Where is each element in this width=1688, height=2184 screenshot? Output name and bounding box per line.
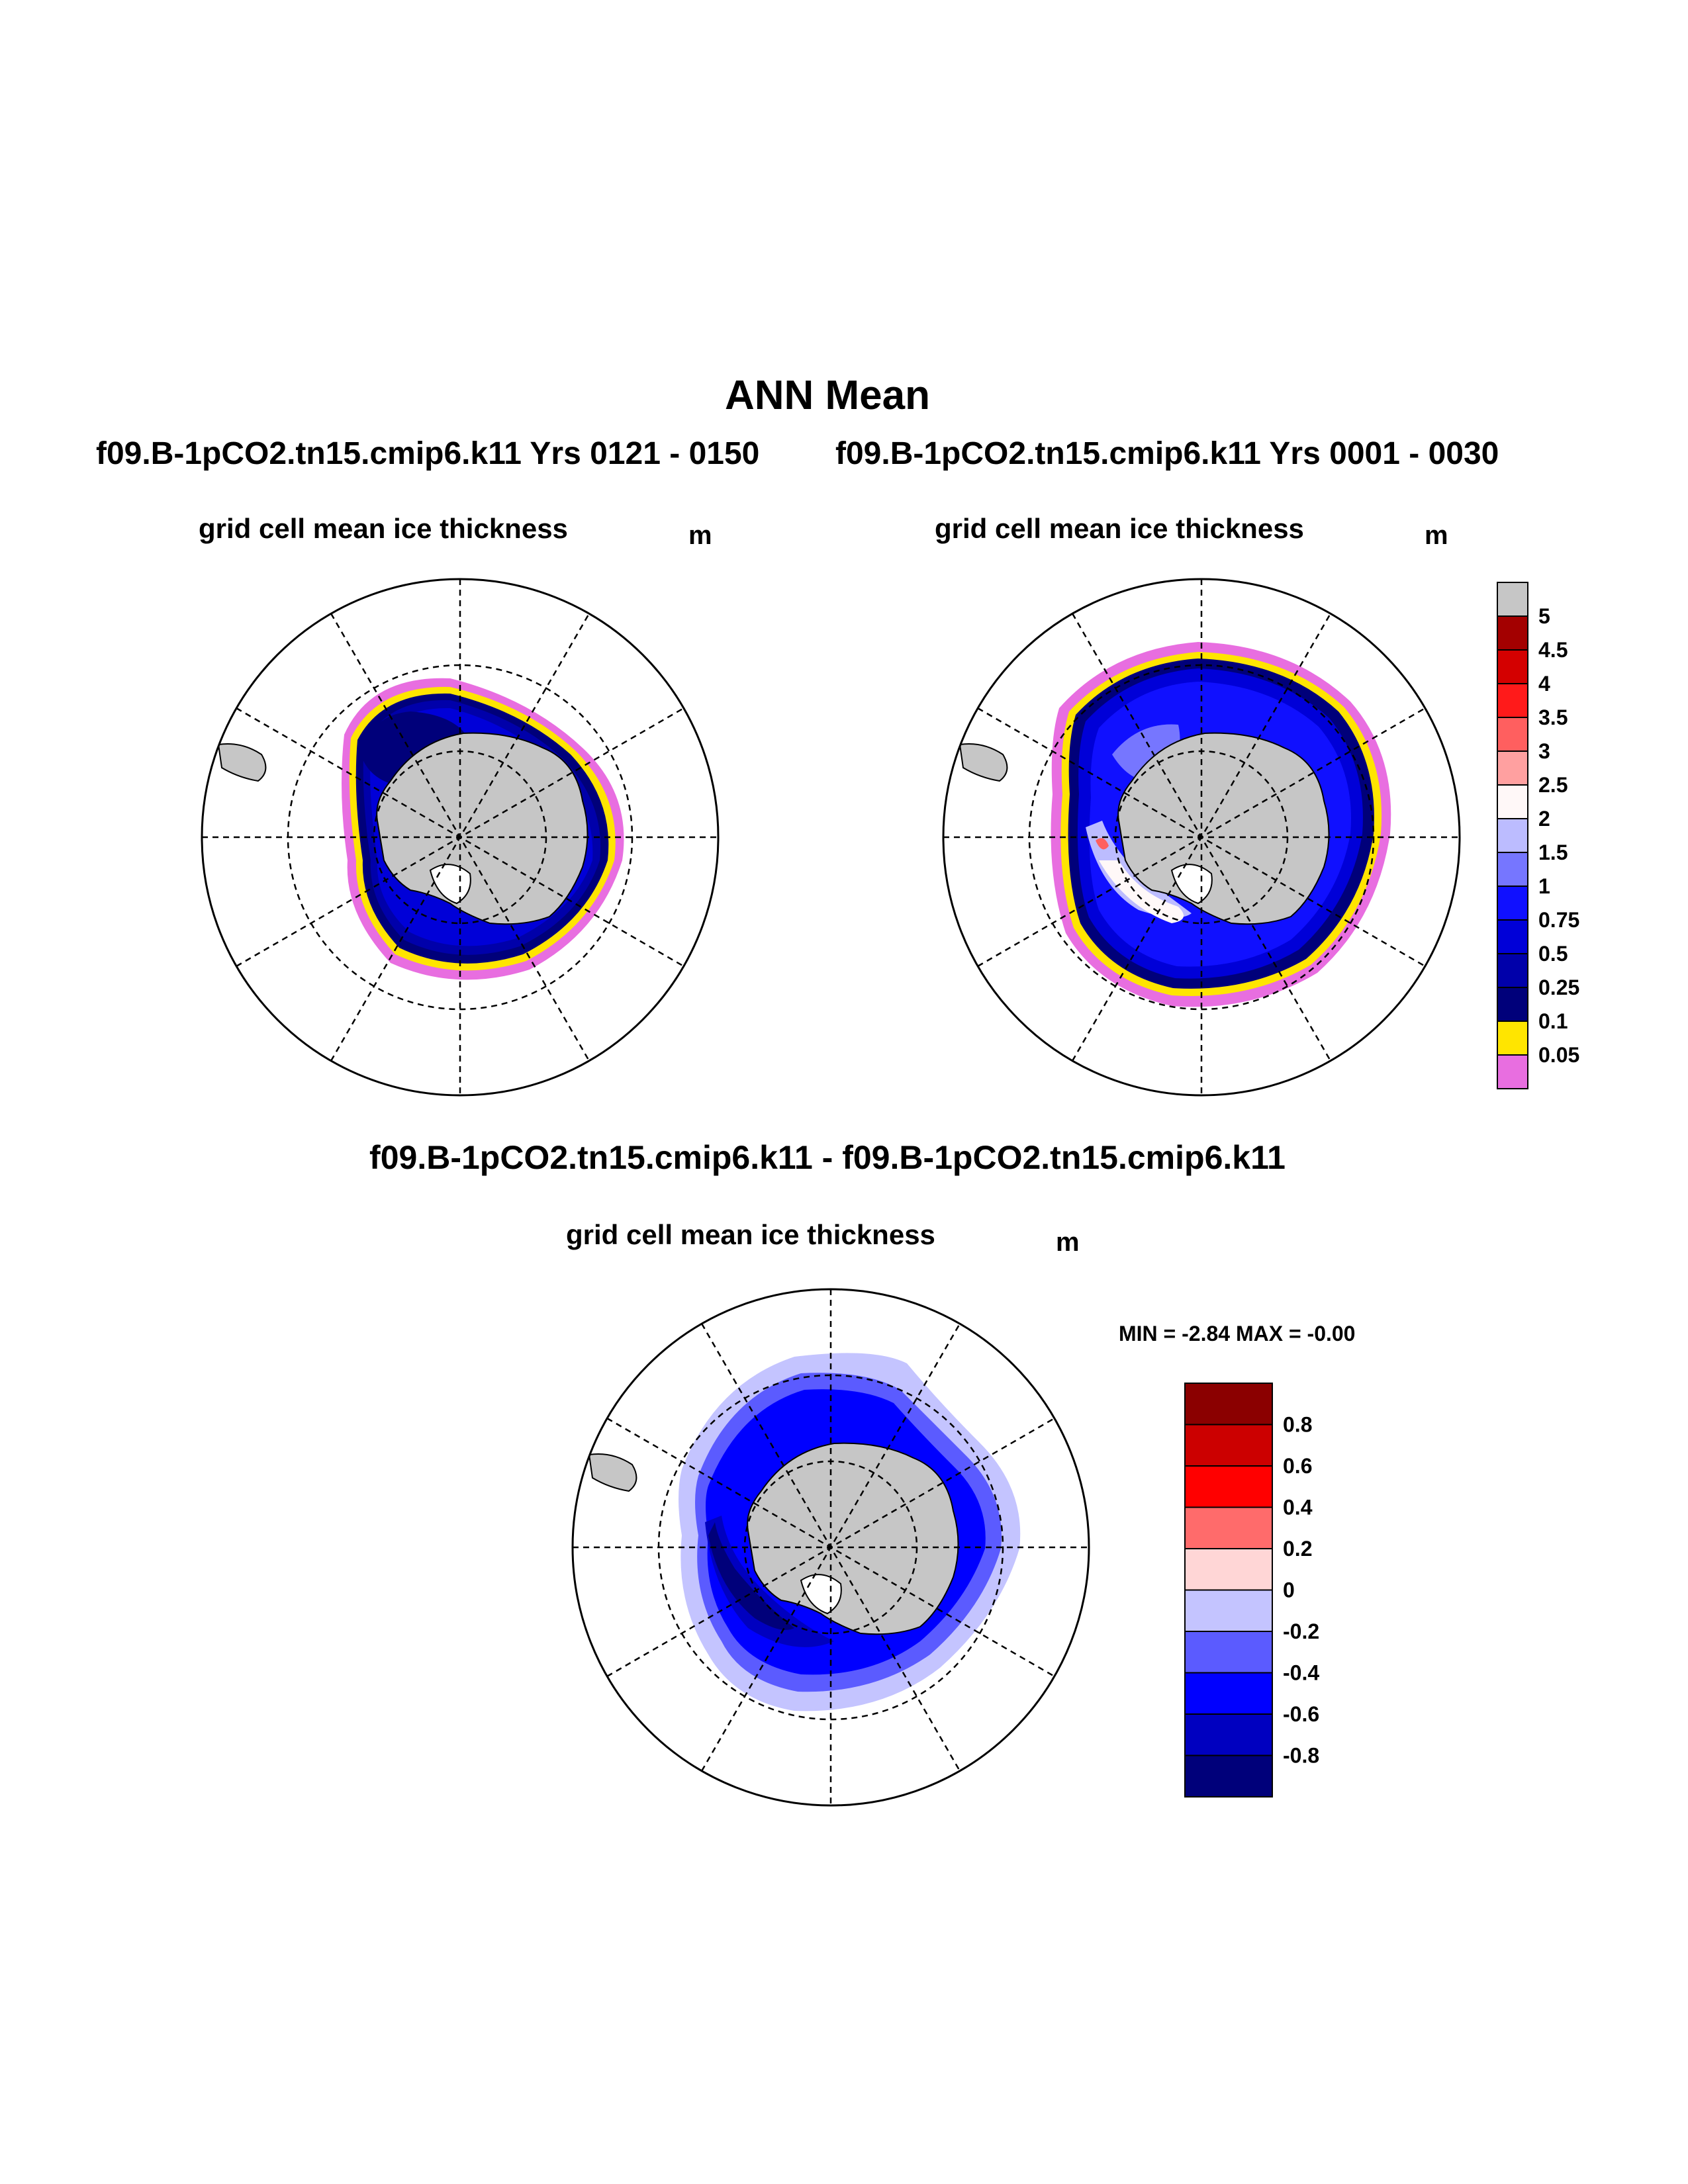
colorbar-label: 2	[1538, 807, 1550, 831]
main-title: ANN Mean	[724, 373, 931, 418]
colorbar-swatch	[1497, 1021, 1528, 1056]
colorbar-label: 0.75	[1538, 908, 1579, 932]
colorbar-label: 0.2	[1283, 1537, 1312, 1561]
colorbar-label: 2.5	[1538, 773, 1568, 797]
colorbar-label: 5	[1538, 604, 1550, 628]
difference-title: f09.B-1pCO2.tn15.cmip6.k11 - f09.B-1pCO2…	[369, 1139, 1286, 1176]
right-case-title: f09.B-1pCO2.tn15.cmip6.k11 Yrs 0001 - 00…	[835, 436, 1499, 471]
colorbar-label: 3	[1538, 739, 1550, 763]
colorbar-swatch	[1184, 1754, 1273, 1797]
colorbar-label: 0.8	[1283, 1413, 1312, 1437]
map-panel-2	[942, 578, 1461, 1097]
ice-pale-wedge	[1099, 860, 1184, 923]
colorbar-thickness: 5 4.5 4 3.5 3 2.5 2 1.5 1 0.75 0.5 0.25 0.1 0.05	[1497, 582, 1579, 1089]
colorbar-swatch	[1497, 717, 1528, 752]
colorbar-label: 0.25	[1538, 976, 1579, 999]
colorbar-swatch	[1184, 1506, 1273, 1549]
panel2-title: grid cell mean ice thickness	[935, 513, 1304, 544]
colorbar-swatch	[1497, 818, 1528, 853]
colorbar-swatch	[1184, 1631, 1273, 1674]
colorbar-label: 0.05	[1538, 1043, 1579, 1067]
colorbar-label: 0.4	[1283, 1496, 1313, 1520]
map-panel-1	[201, 578, 720, 1097]
left-case-title: f09.B-1pCO2.tn15.cmip6.k11 Yrs 0121 - 01…	[96, 436, 760, 471]
colorbar-label: 1.5	[1538, 841, 1568, 864]
colorbar-swatch	[1497, 751, 1528, 786]
colorbar-swatch	[1497, 582, 1528, 617]
colorbar-swatch	[1497, 1054, 1528, 1089]
colorbar-swatch	[1497, 615, 1528, 651]
colorbar-difference: 0.8 0.6 0.4 0.2 0 -0.2 -0.4 -0.6 -0.8	[1184, 1383, 1319, 1797]
ice-red-spot	[1096, 838, 1109, 850]
ross-ice-shelf	[800, 1574, 842, 1615]
ross-ice-shelf	[1170, 864, 1213, 905]
colorbar-swatch	[1184, 1548, 1273, 1591]
antarctica-continent	[1117, 732, 1330, 925]
colorbar-swatch	[1184, 1713, 1273, 1756]
colorbar-swatch	[1497, 886, 1528, 921]
colorbar-swatch	[1184, 1672, 1273, 1715]
colorbar-label: 4.5	[1538, 638, 1568, 662]
panel3-title: grid cell mean ice thickness	[566, 1219, 935, 1250]
colorbar-swatch	[1497, 784, 1528, 819]
colorbar-swatch	[1497, 919, 1528, 954]
colorbar-label: -0.4	[1283, 1661, 1319, 1685]
colorbar-swatch	[1184, 1424, 1273, 1467]
ice-light-region	[1086, 821, 1192, 918]
colorbar-swatch	[1184, 1383, 1273, 1426]
colorbar-label: 0.5	[1538, 942, 1568, 966]
colorbar-swatch	[1497, 987, 1528, 1022]
colorbar-swatch	[1497, 852, 1528, 887]
colorbar-label: 0.1	[1538, 1009, 1568, 1033]
panel2-units: m	[1425, 521, 1448, 550]
antarctica-continent	[376, 732, 588, 925]
diff-darker-band	[705, 1516, 834, 1647]
panel1-title: grid cell mean ice thickness	[199, 513, 568, 544]
colorbar-label: 3.5	[1538, 705, 1568, 729]
panel3-units: m	[1056, 1228, 1080, 1257]
panel1-units: m	[688, 521, 712, 550]
colorbar-label: 0	[1283, 1578, 1295, 1602]
colorbar-swatch	[1184, 1589, 1273, 1632]
colorbar-label: 1	[1538, 874, 1550, 898]
colorbar-label: -0.2	[1283, 1619, 1319, 1643]
colorbar-label: -0.8	[1283, 1744, 1319, 1768]
south-america-tip	[588, 1453, 637, 1492]
antarctica-continent	[747, 1442, 959, 1635]
south-america-tip	[217, 743, 267, 782]
colorbar-label: 0.6	[1283, 1454, 1312, 1478]
colorbar-swatch	[1184, 1465, 1273, 1508]
colorbar-swatch	[1497, 953, 1528, 988]
ross-ice-shelf	[429, 864, 471, 905]
colorbar-label: 4	[1538, 672, 1550, 696]
map-panel-difference	[571, 1288, 1090, 1807]
south-america-tip	[959, 743, 1008, 782]
colorbar-label: -0.6	[1283, 1702, 1319, 1726]
colorbar-swatch	[1497, 649, 1528, 684]
diff-darkest-band	[708, 1522, 794, 1630]
colorbar-swatch	[1497, 683, 1528, 718]
min-max-label: MIN = -2.84 MAX = -0.00	[1119, 1322, 1356, 1345]
